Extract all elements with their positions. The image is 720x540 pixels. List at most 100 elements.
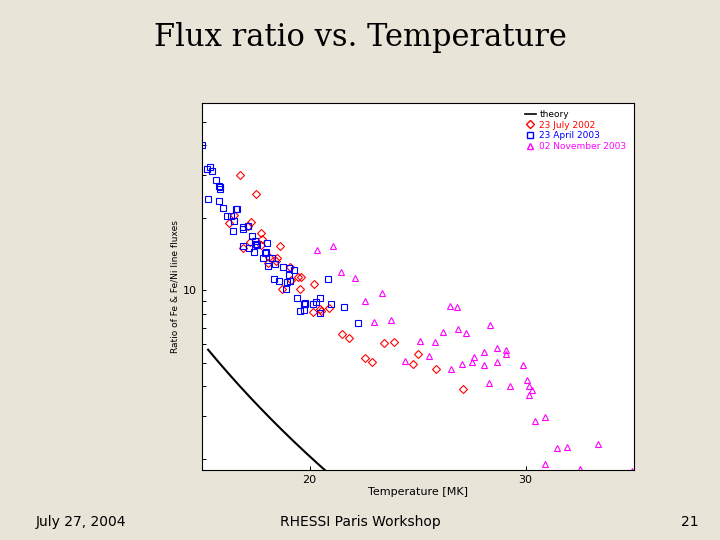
02 November 2003	[401, 357, 410, 364]
Line: 02 November 2003: 02 November 2003	[314, 244, 635, 490]
23 July 2002	[345, 334, 354, 341]
02 November 2003	[480, 349, 489, 355]
23 July 2002	[264, 260, 272, 266]
02 November 2003	[328, 243, 337, 249]
23 July 2002	[413, 351, 422, 357]
23 July 2002	[258, 236, 266, 242]
02 November 2003	[523, 377, 531, 383]
23 July 2002	[431, 366, 440, 373]
23 April 2003	[206, 164, 215, 171]
02 November 2003	[531, 418, 540, 424]
02 November 2003	[431, 339, 439, 346]
23 April 2003	[286, 278, 294, 284]
02 November 2003	[387, 316, 395, 323]
23 July 2002	[286, 264, 294, 271]
02 November 2003	[416, 338, 425, 345]
02 November 2003	[541, 414, 549, 420]
23 July 2002	[236, 172, 245, 178]
02 November 2003	[553, 445, 562, 451]
23 July 2002	[408, 361, 417, 367]
02 November 2003	[541, 461, 549, 468]
23 July 2002	[295, 286, 304, 292]
23 July 2002	[297, 274, 305, 280]
23 April 2003	[212, 177, 221, 184]
Text: Flux ratio vs. Temperature: Flux ratio vs. Temperature	[153, 22, 567, 52]
Text: 21: 21	[681, 515, 698, 529]
23 July 2002	[368, 359, 377, 366]
02 November 2003	[593, 441, 602, 447]
02 November 2003	[370, 319, 379, 325]
02 November 2003	[312, 247, 321, 253]
23 July 2002	[271, 258, 280, 264]
23 July 2002	[273, 255, 282, 262]
02 November 2003	[446, 302, 454, 309]
02 November 2003	[337, 269, 346, 275]
02 November 2003	[613, 477, 622, 484]
23 July 2002	[229, 212, 238, 218]
23 July 2002	[325, 305, 334, 312]
02 November 2003	[492, 359, 501, 366]
23 July 2002	[309, 308, 318, 315]
02 November 2003	[378, 290, 387, 296]
23 July 2002	[361, 354, 369, 361]
23 July 2002	[238, 245, 247, 251]
23 April 2003	[354, 319, 363, 326]
23 July 2002	[256, 241, 265, 248]
23 July 2002	[316, 306, 325, 313]
X-axis label: Temperature [MK]: Temperature [MK]	[368, 488, 467, 497]
23 July 2002	[338, 330, 346, 337]
02 November 2003	[470, 354, 479, 360]
23 July 2002	[246, 219, 255, 226]
23 July 2002	[287, 277, 295, 284]
02 November 2003	[361, 298, 369, 304]
02 November 2003	[628, 468, 636, 474]
02 November 2003	[454, 326, 462, 332]
theory	[205, 348, 214, 355]
Line: 23 July 2002: 23 July 2002	[226, 172, 467, 392]
23 July 2002	[380, 339, 389, 346]
02 November 2003	[575, 466, 584, 472]
02 November 2003	[591, 484, 600, 491]
Line: theory: theory	[208, 350, 644, 540]
Text: RHESSI Paris Workshop: RHESSI Paris Workshop	[279, 515, 441, 529]
23 July 2002	[276, 242, 284, 249]
23 July 2002	[294, 274, 302, 281]
02 November 2003	[501, 347, 510, 353]
02 November 2003	[446, 366, 455, 372]
23 April 2003	[202, 166, 211, 173]
23 July 2002	[256, 230, 265, 236]
02 November 2003	[610, 478, 618, 484]
Text: July 27, 2004: July 27, 2004	[36, 515, 127, 529]
02 November 2003	[505, 383, 514, 389]
02 November 2003	[485, 380, 493, 386]
23 July 2002	[246, 239, 254, 246]
02 November 2003	[524, 383, 533, 389]
23 April 2003	[253, 242, 261, 248]
02 November 2003	[501, 351, 510, 357]
23 July 2002	[390, 339, 398, 345]
Y-axis label: Ratio of Fe & Fe/Ni line fluxes: Ratio of Fe & Fe/Ni line fluxes	[171, 220, 180, 353]
23 April 2003	[197, 142, 206, 149]
23 July 2002	[225, 220, 233, 226]
02 November 2003	[438, 328, 447, 335]
02 November 2003	[351, 274, 359, 281]
02 November 2003	[525, 392, 534, 399]
02 November 2003	[425, 352, 433, 359]
02 November 2003	[528, 387, 536, 394]
23 July 2002	[244, 223, 253, 230]
02 November 2003	[486, 322, 495, 328]
02 November 2003	[519, 362, 528, 368]
Line: 23 April 2003: 23 April 2003	[199, 142, 361, 326]
23 April 2003	[284, 272, 293, 278]
23 July 2002	[251, 191, 260, 198]
02 November 2003	[563, 444, 572, 450]
theory	[204, 347, 212, 353]
02 November 2003	[467, 359, 476, 366]
02 November 2003	[453, 304, 462, 310]
23 July 2002	[278, 286, 287, 292]
02 November 2003	[480, 361, 488, 368]
02 November 2003	[462, 329, 470, 336]
23 July 2002	[316, 308, 325, 314]
02 November 2003	[458, 361, 467, 368]
02 November 2003	[492, 345, 501, 351]
